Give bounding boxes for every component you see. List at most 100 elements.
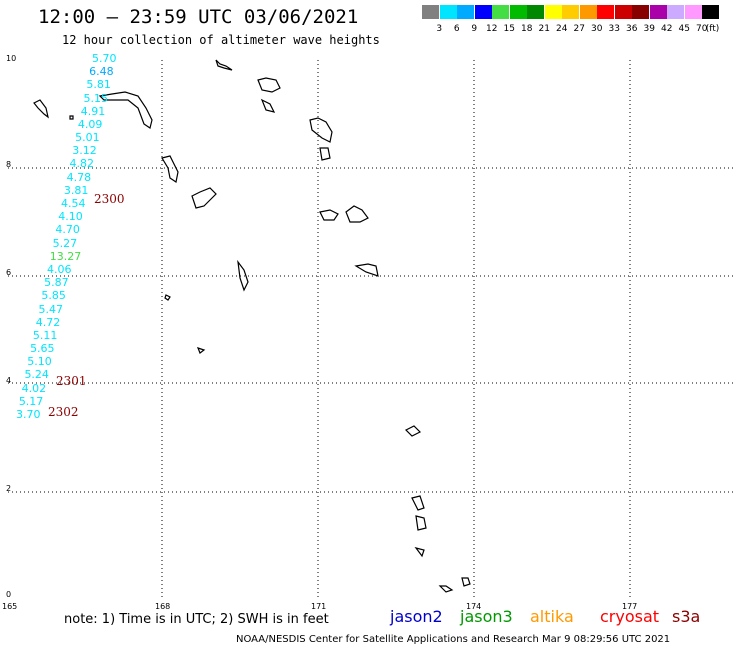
- wave-height-value: 3.81: [63, 183, 89, 197]
- scale-swatch: [527, 5, 544, 19]
- island-namu: [237, 259, 249, 292]
- pass-time-label: 2301: [56, 374, 87, 388]
- scale-label: 33: [608, 24, 620, 34]
- scale-label: 18: [521, 24, 533, 34]
- lat-label-10: 10: [6, 54, 17, 63]
- island-outlines: [33, 59, 471, 593]
- scale-swatch: [579, 5, 597, 19]
- scale-label: 6: [453, 24, 460, 34]
- wave-height-value: 4.06: [46, 262, 72, 276]
- island-lib: [164, 294, 171, 301]
- wave-height-value: 5.70: [92, 52, 117, 65]
- lat-label-0: 0: [6, 590, 12, 599]
- island-wotho: [161, 155, 179, 183]
- scale-label: 12: [486, 24, 498, 34]
- wave-height-value: 5.11: [32, 328, 58, 342]
- scale-label: 15: [503, 24, 515, 34]
- scale-label: 24: [556, 24, 568, 34]
- pass-time-label: 2302: [48, 405, 79, 419]
- lon-label-165: 165: [2, 602, 18, 611]
- wave-height-value: 4.02: [21, 381, 47, 395]
- wave-height-value: 6.48: [89, 65, 114, 79]
- lat-label-4: 4: [6, 376, 12, 385]
- wave-height-value: 4.72: [35, 315, 61, 329]
- wave-height-value: 5.47: [38, 302, 64, 316]
- wave-height-value: 5.15: [83, 91, 109, 105]
- wave-height-value: 13.27: [49, 249, 82, 263]
- wave-height-value: 3.12: [72, 144, 97, 158]
- wave-height-value: 4.82: [69, 157, 94, 171]
- island-enewetak: [33, 99, 49, 119]
- island-utirik: [257, 77, 281, 93]
- scale-swatch: [702, 5, 719, 19]
- island-kili: [414, 547, 425, 558]
- units-note: note: 1) Time is in UTC; 2) SWH is in fe…: [64, 612, 329, 627]
- island-butaritari: [438, 585, 454, 593]
- wave-height-value: 4.70: [55, 223, 80, 237]
- map-grid: [8, 60, 736, 598]
- wave-height-value: 4.91: [80, 104, 106, 118]
- scale-label: 21: [538, 24, 550, 34]
- legend-sat-cryosat: cryosat: [600, 607, 660, 626]
- map-subtitle: 12 hour collection of altimeter wave hei…: [62, 33, 380, 47]
- island-ailinglaplap: [196, 347, 206, 354]
- legend-sat-s3a: s3a: [672, 607, 701, 626]
- island-mili: [404, 425, 422, 437]
- scale-swatch: [562, 5, 579, 19]
- island-maloelap: [345, 205, 369, 223]
- scale-swatch: [649, 5, 667, 19]
- island-kwajalein: [191, 187, 217, 209]
- scale-label: 70: [696, 24, 708, 34]
- scale-swatch: [667, 5, 684, 19]
- island-bikini: [98, 91, 153, 129]
- lat-label-8: 8: [6, 160, 12, 169]
- island-ebon: [415, 515, 427, 531]
- wave-height-value: 5.10: [27, 355, 52, 369]
- wave-height-value: 5.01: [75, 131, 100, 145]
- wave-height-value: 4.78: [66, 170, 92, 184]
- scale-swatch: [457, 5, 474, 19]
- scale-unit-label: (ft): [705, 24, 720, 34]
- wave-height-value: 5.87: [44, 276, 69, 290]
- island-aur: [354, 263, 379, 277]
- scale-swatch: [614, 5, 632, 19]
- lon-label-168: 168: [155, 602, 171, 611]
- island-wotje-small: [319, 147, 331, 161]
- lon-label-174: 174: [466, 602, 482, 611]
- lon-label-171: 171: [311, 602, 327, 611]
- wave-height-value: 3.70: [16, 408, 41, 421]
- island-makin: [461, 577, 471, 587]
- lat-label-6: 6: [6, 268, 12, 277]
- island-erikub: [319, 209, 339, 221]
- footer-credit: NOAA/NESDIS Center for Satellite Applica…: [236, 634, 671, 645]
- island-rongelap: [215, 59, 233, 71]
- scale-label: 27: [573, 24, 585, 34]
- wave-height-value: 5.24: [24, 368, 49, 382]
- scale-label: 45: [678, 24, 690, 34]
- wave-height-value: 5.65: [30, 342, 55, 356]
- lon-label-177: 177: [622, 602, 638, 611]
- island-likiep: [309, 117, 333, 143]
- scale-label: 30: [591, 24, 603, 34]
- scale-swatch: [509, 5, 527, 19]
- wave-height-value: 5.17: [18, 394, 44, 408]
- legend-sat-jason3: jason3: [460, 607, 513, 626]
- scale-swatch: [684, 5, 702, 19]
- wave-height-value: 5.27: [52, 236, 78, 250]
- legend-sat-jason2: jason2: [390, 607, 443, 626]
- scale-label: 42: [661, 24, 673, 34]
- island-jaluit: [411, 495, 425, 511]
- scale-swatch: [544, 5, 562, 19]
- wave-height-value: 4.09: [77, 117, 103, 131]
- scale-swatch: [632, 5, 649, 19]
- island-bikar: [260, 98, 276, 113]
- scale-label: 36: [626, 24, 638, 34]
- scale-label: 3: [436, 24, 443, 34]
- scale-swatch: [474, 5, 492, 19]
- scale-label: 9: [471, 24, 478, 34]
- island-ujelang-dot: [69, 115, 74, 120]
- wave-height-value: 5.85: [41, 289, 66, 303]
- scale-swatch: [422, 5, 439, 19]
- scale-swatch: [597, 5, 614, 19]
